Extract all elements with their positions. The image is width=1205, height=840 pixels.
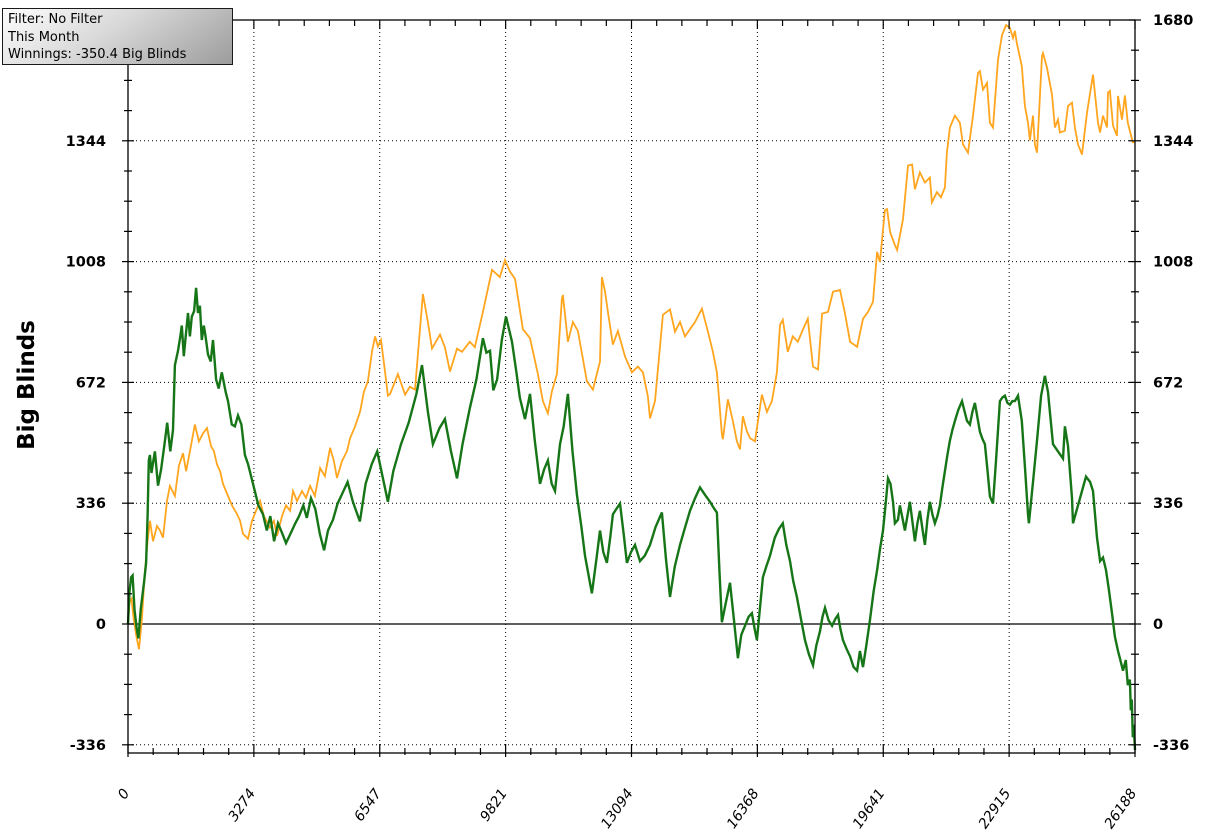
x-tick-label: 16368 — [724, 786, 763, 832]
plot-frame — [127, 19, 1136, 754]
y-tick-label-right: 1008 — [1153, 255, 1193, 271]
y-axis-title: Big Blinds — [14, 320, 40, 450]
legend-winnings: Winnings: -350.4 Big Blinds — [8, 47, 187, 62]
legend-filter: Filter: No Filter — [8, 12, 103, 27]
y-tick-label-right: -336 — [1153, 738, 1189, 754]
y-tick-label-left: 1344 — [66, 134, 106, 150]
x-tick-label: 0 — [115, 786, 133, 803]
x-tick-label: 26188 — [1102, 786, 1141, 832]
x-tick-label: 3274 — [226, 786, 260, 824]
x-tick-label: 22915 — [976, 786, 1015, 832]
y-tick-label-right: 1344 — [1153, 134, 1193, 150]
y-tick-label-right: 1680 — [1153, 13, 1193, 29]
x-tick-label: 9821 — [477, 786, 511, 824]
legend-period: This Month — [8, 29, 80, 45]
y-tick-label-left: 0 — [96, 617, 106, 633]
legend-box: Filter: No Filter This Month Winnings: -… — [2, 8, 233, 65]
y-tick-label-left: 336 — [76, 496, 106, 512]
x-tick-label: 19641 — [850, 786, 889, 832]
winnings-line — [126, 287, 1137, 751]
y-tick-label-left: 1008 — [66, 255, 106, 271]
orange-line — [127, 23, 1135, 650]
y-tick-label-right: 672 — [1153, 375, 1183, 391]
x-tick-label: 13094 — [598, 786, 637, 832]
y-tick-label-left: 672 — [76, 375, 106, 391]
y-tick-label-right: 336 — [1153, 496, 1183, 512]
y-tick-label-right: 0 — [1153, 617, 1163, 633]
y-tick-label-left: -336 — [70, 738, 106, 754]
x-tick-label: 6547 — [351, 786, 385, 824]
